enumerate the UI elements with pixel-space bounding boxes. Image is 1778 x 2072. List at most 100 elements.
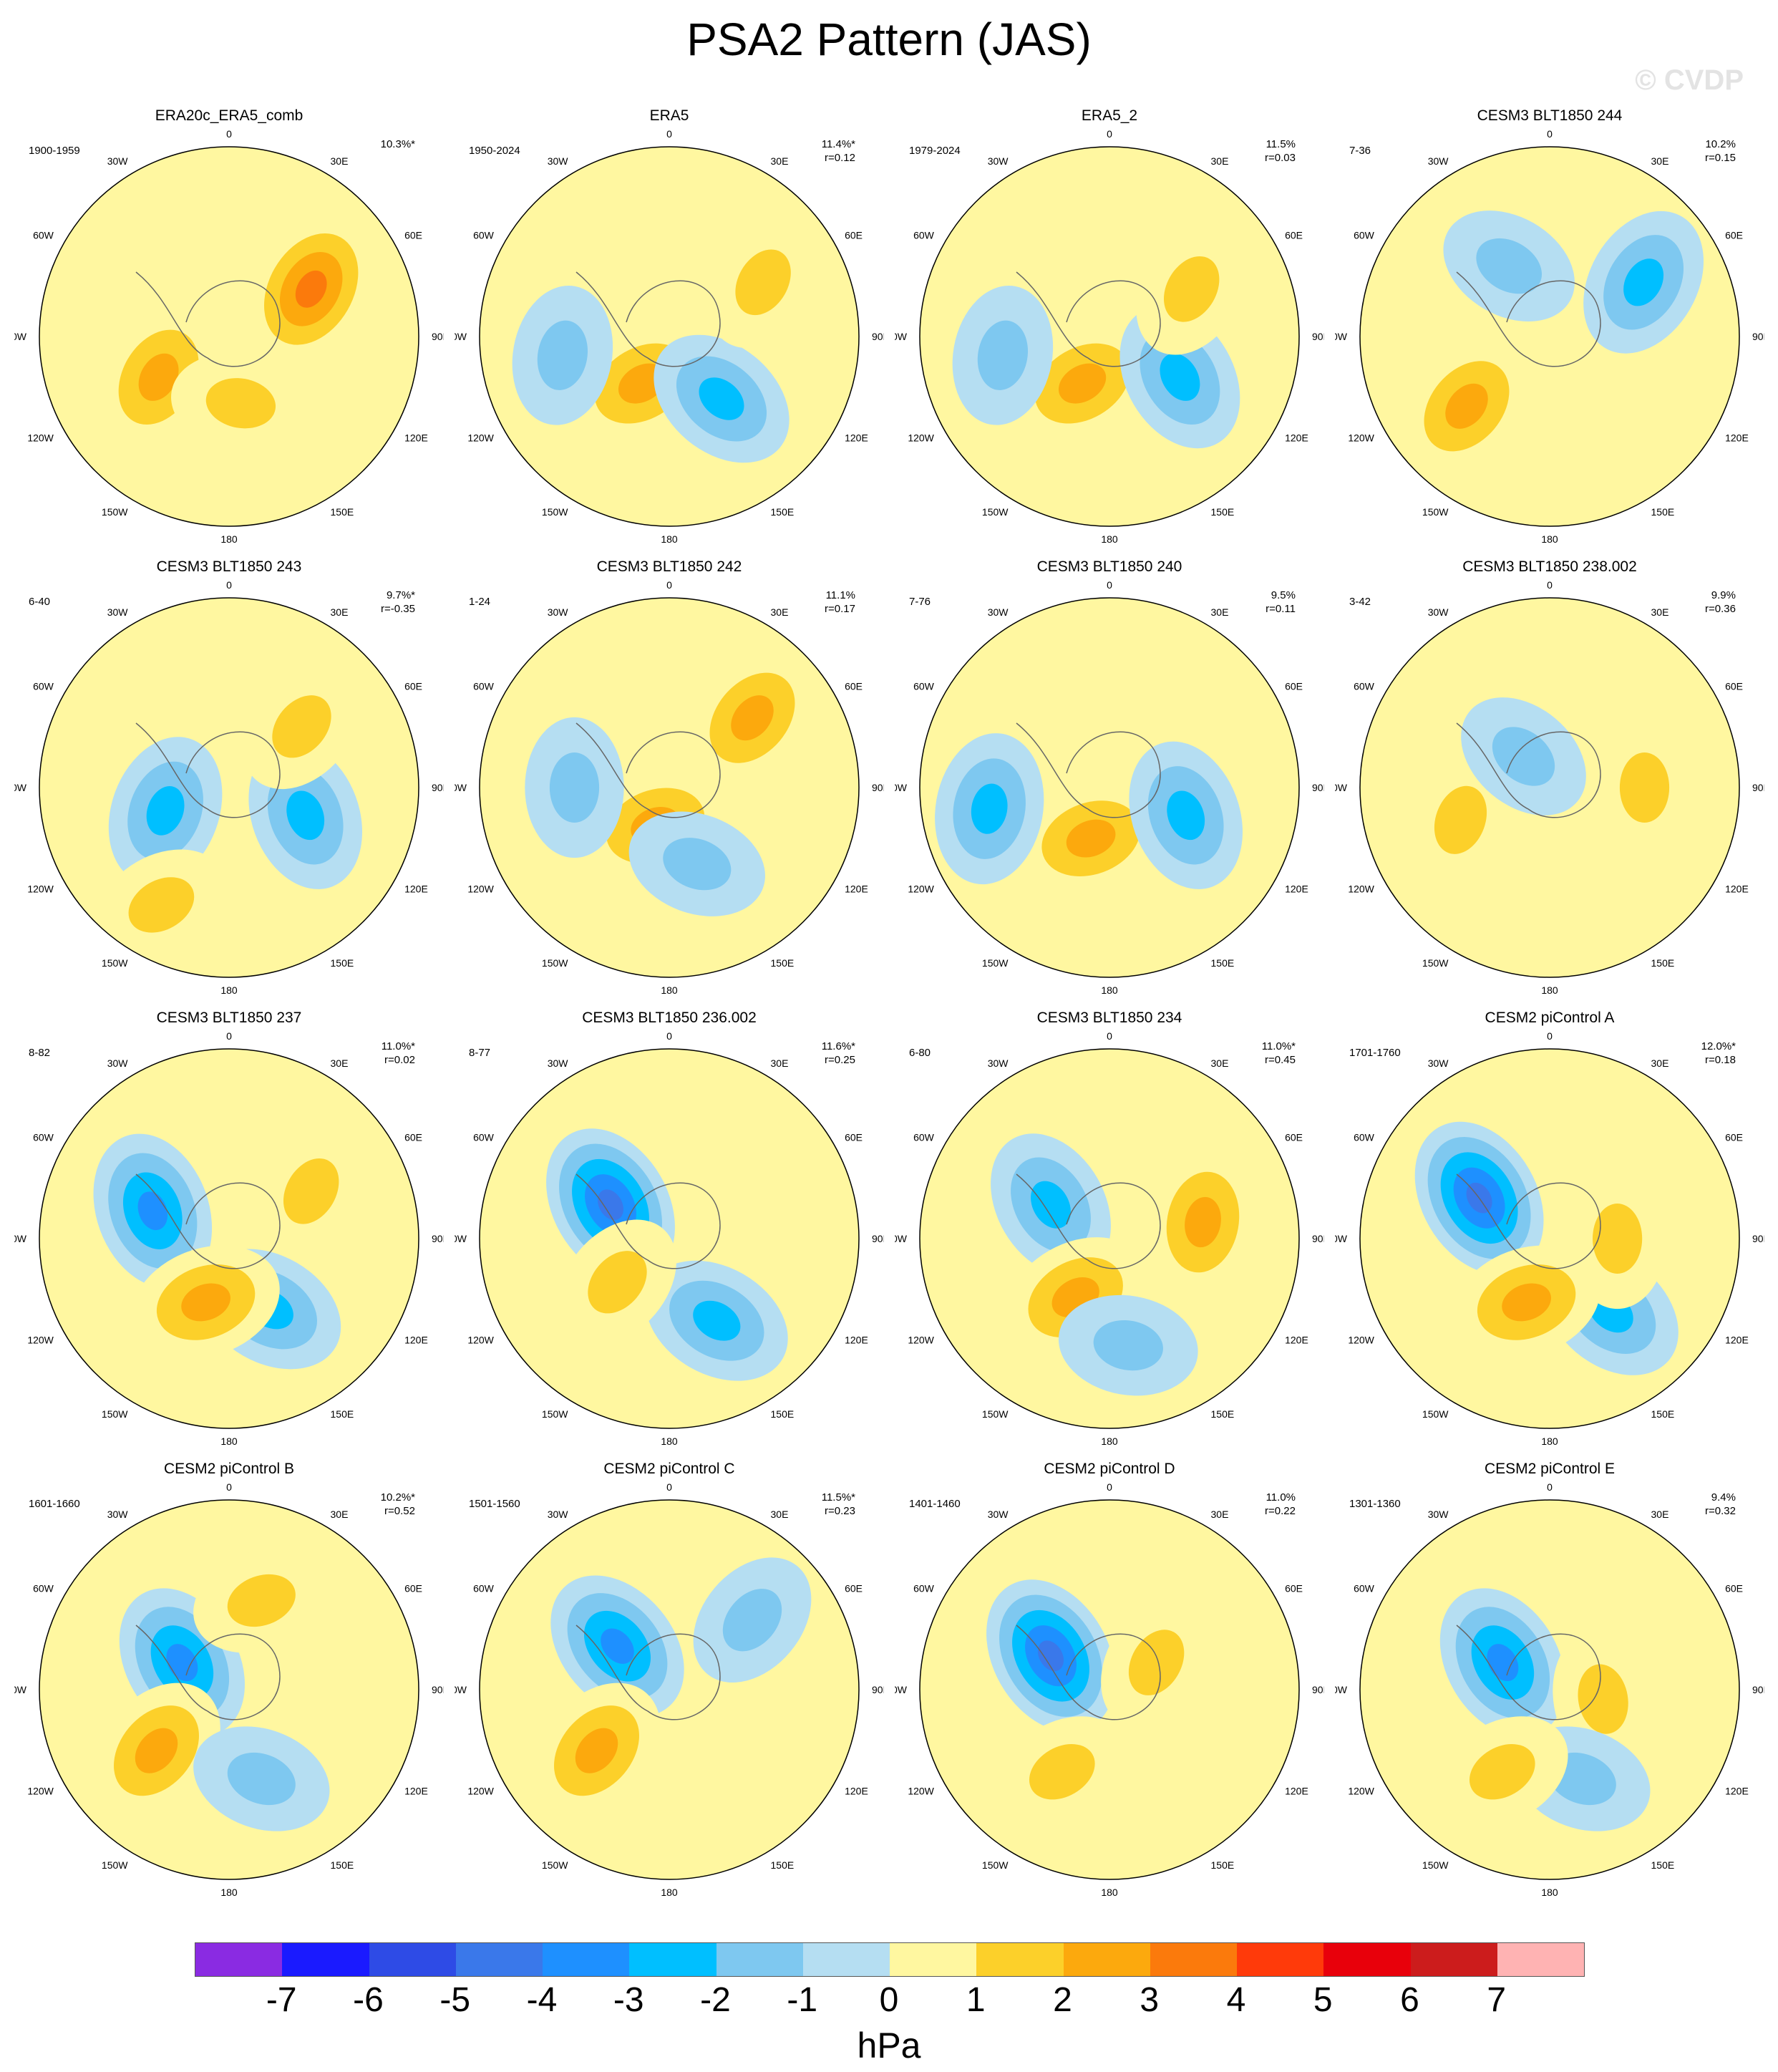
lon-label-60w: 60W [473,1132,495,1143]
lon-label-30e: 30E [771,1057,789,1069]
colorbar-segment [455,1943,543,1976]
lon-label-60e: 60E [845,681,863,692]
panel-title: CESM3 BLT1850 238.002 [1462,558,1637,575]
anomaly-contour [663,838,732,891]
lon-label-60w: 60W [33,1583,54,1594]
panel-variance: 10.2%* [380,1491,415,1504]
colorbar-tick-label: -4 [526,1981,558,2019]
lon-label-150w: 150W [102,1859,128,1871]
lon-label-90e: 90E [1312,1233,1324,1244]
colorbar-tick-label: -3 [613,1981,644,2019]
lon-label-60e: 60E [404,230,422,241]
lon-label-90w: 90W [455,1684,467,1695]
panel-variance: 11.5%* [821,1491,855,1504]
anomaly-contour [138,353,179,401]
lon-label-60e: 60E [1725,230,1743,241]
lon-label-150w: 150W [542,957,568,969]
colorbar-segment [369,1943,456,1976]
anomaly-contour [1593,1204,1643,1274]
lon-label-60w: 60W [33,1132,54,1143]
anomaly-contour [588,1251,647,1314]
lon-label-top: 0 [666,579,672,591]
map-boundary [919,1048,1300,1429]
anomaly-contour [283,1158,339,1224]
anomaly-contour [971,783,1008,834]
lon-label-top: 0 [226,579,232,591]
panel-stats: 11.5%* r=0.23 [822,1491,855,1518]
colorbar-segment [1323,1943,1411,1976]
panel-correlation: r=0.22 [1265,1505,1296,1517]
lon-label-bottom: 180 [1101,1887,1118,1898]
lon-label-30e: 30E [771,606,789,618]
panel-stats: 9.5% r=0.11 [1266,589,1296,616]
lon-label-120e: 120E [404,883,428,895]
lon-label-150w: 150W [102,957,128,969]
lon-label-150e: 150E [1211,1408,1235,1420]
lon-label-120w: 120W [908,883,934,895]
lon-label-top: 0 [226,1030,232,1042]
panel-variance: 11.4%* [821,138,855,150]
map-boundary [479,597,860,978]
panel-title: CESM2 piControl A [1485,1010,1615,1026]
panel-correlation: r=0.17 [825,603,855,615]
anomaly-contour [227,1752,296,1806]
map-background [39,147,419,526]
lon-label-90e: 90E [432,782,444,793]
polar-map: 0 30E 60E 90E 120E 150E 180 150W 120W 90W 60W 30W [455,128,884,545]
anomaly-contour [166,1644,198,1682]
lon-label-120e: 120E [845,432,868,444]
lon-label-150e: 150E [1651,1408,1675,1420]
panel-stats: 12.0%* r=0.18 [1701,1040,1736,1067]
panel-period: 1900-1959 [29,145,80,157]
lon-label-90w: 90W [455,1233,467,1244]
lon-label-30w: 30W [548,155,569,167]
lon-label-90w: 90W [455,331,467,342]
lon-label-90w: 90W [1335,1684,1348,1695]
lon-label-90w: 90W [14,331,27,342]
lon-label-150w: 150W [982,957,1009,969]
map-panel: CESM3 BLT1850 242 1-24 11.1% r=0.17 0 30E 60E 9… [455,558,884,1010]
lon-label-30e: 30E [771,1509,789,1520]
lon-label-30e: 30E [331,155,349,167]
lon-label-90e: 90E [432,331,444,342]
lon-label-120e: 120E [1725,1335,1749,1346]
map-panel: CESM3 BLT1850 240 7-76 9.5% r=0.11 0 30E 60E 90… [895,558,1324,1010]
colorbar-segment [976,1943,1064,1976]
polar-map: 0 30E 60E 90E 120E 150E 180 150W 120W 90W 60W 30W [14,1030,444,1447]
lon-label-60w: 60W [473,681,495,692]
coastline [575,722,721,818]
anomaly-contour [1037,1640,1064,1672]
panel-period: 1979-2024 [909,145,961,157]
colorbar-tick-label: -6 [353,1981,384,2019]
anomaly-contour [1578,1664,1628,1734]
lon-label-top: 0 [1547,1481,1553,1493]
lon-label-30w: 30W [548,606,569,618]
anomaly-contour [146,786,185,836]
lon-label-150e: 150E [771,506,795,518]
lon-label-90w: 90W [14,782,27,793]
colorbar-segment [802,1943,890,1976]
lon-label-90w: 90W [1335,331,1348,342]
colorbar-tick-label: -2 [700,1981,731,2019]
lon-label-120e: 120E [1285,1335,1308,1346]
lon-label-120e: 120E [1285,883,1308,895]
anomaly-contour [1066,819,1116,858]
panel-stats: 11.0%* r=0.02 [382,1040,415,1067]
colorbar-segment [1150,1943,1237,1976]
anomaly-contour [1487,1644,1519,1682]
lon-label-120w: 120W [467,883,494,895]
lon-label-90e: 90E [872,782,884,793]
lon-label-60w: 60W [913,681,935,692]
lon-label-30e: 30E [331,1509,349,1520]
lon-label-30e: 30E [771,155,789,167]
lon-label-120e: 120E [845,1786,868,1797]
colorbar-segment [629,1943,716,1976]
lon-label-30w: 30W [1428,1509,1449,1520]
lon-label-30w: 30W [107,606,129,618]
panel-stats: 10.3%* [381,137,415,151]
coastline [575,271,721,367]
map-panel: CESM3 BLT1850 237 8-82 11.0%* r=0.02 0 30E 60E… [14,1010,444,1461]
map-panel: CESM2 piControl E 1301-1360 9.4% r=0.32 0 30E… [1335,1461,1764,1912]
lon-label-60w: 60W [913,1583,935,1594]
anomaly-contour [1434,785,1487,854]
